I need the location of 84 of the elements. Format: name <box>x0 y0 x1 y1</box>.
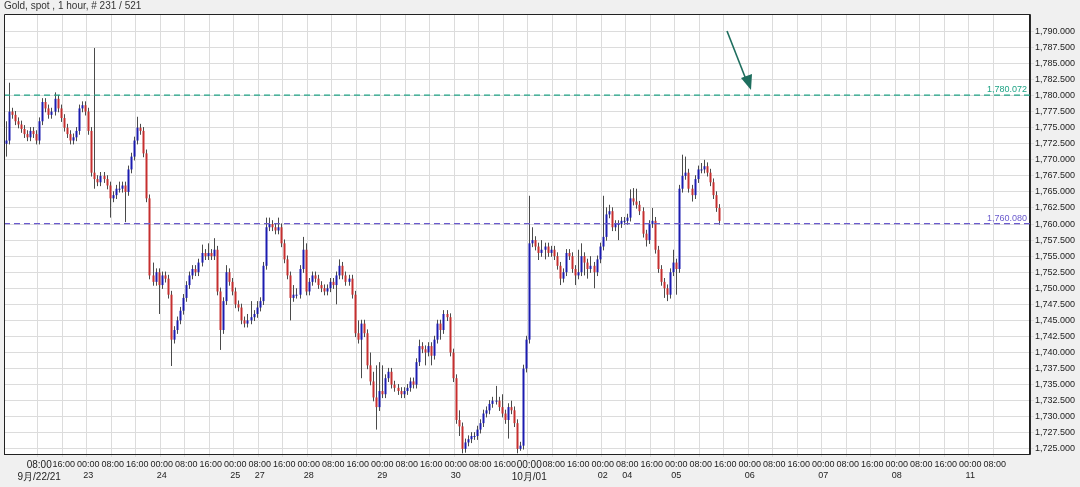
x-tick-label: 08:00 <box>909 458 933 469</box>
x-tick-label: 00:00 05 <box>664 458 688 480</box>
x-tick-label: 16:00 <box>199 458 222 469</box>
x-tick-label: 16:00 <box>52 458 75 469</box>
x-tick-label: 08:00 <box>983 458 1007 469</box>
y-tick-label: 1,737.500 <box>1034 363 1076 374</box>
y-tick-label: 1,787.500 <box>1034 41 1076 52</box>
x-tick-label: 08:00 <box>468 458 492 469</box>
x-tick-label: 00:00 08 <box>885 458 909 480</box>
y-tick-label: 1,727.500 <box>1034 427 1076 438</box>
x-tick-label: 08:00 04 <box>615 458 639 480</box>
y-tick-label: 1,745.000 <box>1034 314 1076 325</box>
x-tick-label: 16:00 <box>125 458 149 469</box>
y-tick-label: 1,772.500 <box>1034 138 1076 149</box>
y-tick-label: 1,747.500 <box>1034 298 1076 309</box>
x-tick-label: 00:00 25 <box>223 458 247 480</box>
y-tick-label: 1,732.500 <box>1034 395 1076 406</box>
candlestick <box>442 309 445 335</box>
y-tick-label: 1,780.000 <box>1034 90 1076 101</box>
y-tick-label: 1,742.500 <box>1034 330 1076 341</box>
y-tick-label: 1,755.000 <box>1034 250 1076 261</box>
ref-line-label: 1,780.072 <box>986 84 1027 95</box>
y-tick-label: 1,777.500 <box>1034 106 1076 117</box>
x-tick-label: 16:00 <box>860 458 884 469</box>
y-tick-label: 1,790.000 <box>1034 25 1076 36</box>
candlestick <box>495 385 498 406</box>
x-tick-label: 16:00 <box>640 458 663 469</box>
candlestick <box>580 242 583 277</box>
x-tick-label: 00:00 11 <box>958 458 982 480</box>
x-tick-label: 00:00 07 <box>811 458 835 480</box>
candlestick <box>675 258 678 296</box>
y-tick-label: 1,785.000 <box>1034 57 1076 68</box>
y-tick-label: 1,757.500 <box>1034 234 1076 245</box>
x-tick-label: 16:00 <box>493 458 516 469</box>
y-tick-label: 1,762.500 <box>1034 202 1076 213</box>
y-tick-label: 1,767.500 <box>1034 170 1076 181</box>
x-tick-label: 08:00 <box>321 458 345 469</box>
y-tick-label: 1,775.000 <box>1034 122 1076 133</box>
x-tick-label: 16:00 <box>346 458 369 469</box>
y-tick-label: 1,765.000 <box>1034 186 1076 197</box>
x-tick-label: 08:00 <box>174 458 198 469</box>
y-tick-label: 1,770.000 <box>1034 154 1076 165</box>
chart-title: Gold, spot , 1 hour, # 231 / 521 <box>4 0 142 11</box>
x-tick-label: 16:00 <box>272 458 296 469</box>
x-tick-label: 00:00 06 <box>738 458 761 480</box>
x-tick-label: 16:00 <box>713 458 737 469</box>
candlestick <box>375 364 378 431</box>
x-tick-label: 08:00 27 <box>248 458 271 480</box>
candlestick <box>78 104 81 136</box>
x-tick-label: 16:00 <box>566 458 590 469</box>
x-tick-label: 08:00 <box>836 458 859 469</box>
x-tick-label: 08:00 <box>689 458 712 469</box>
x-tick-label: 00:00 30 <box>444 458 467 480</box>
y-tick-label: 1,740.000 <box>1034 347 1076 357</box>
y-tick-label: 1,782.500 <box>1034 74 1076 84</box>
x-tick-label: 00:00 23 <box>76 458 100 480</box>
x-tick-label: 00:00 02 <box>591 458 614 480</box>
candlestick <box>424 344 427 366</box>
ref-line-label: 1,760.080 <box>986 212 1027 223</box>
y-tick-label: 1,750.000 <box>1034 282 1076 293</box>
y-tick-label: 1,730.000 <box>1034 411 1076 422</box>
candlestick <box>586 258 589 280</box>
x-tick-label: 00:00 29 <box>370 458 394 480</box>
x-tick-label: 08:00 <box>762 458 786 469</box>
x-tick-label: 00:00 28 <box>297 458 320 480</box>
candlestick <box>687 168 690 194</box>
x-tick-label: 16:00 <box>934 458 958 469</box>
x-tick-label: 00:00 24 <box>150 458 173 480</box>
candlestick <box>439 319 442 341</box>
x-tick-label: 08:00 <box>395 458 418 469</box>
x-tick-label: 08:00 <box>542 458 565 469</box>
y-tick-label: 1,752.500 <box>1034 266 1076 277</box>
candlestick <box>381 364 384 399</box>
candlestick <box>295 287 298 300</box>
candlestick <box>593 261 596 289</box>
candlestick <box>583 251 586 276</box>
y-tick-label: 1,735.000 <box>1034 379 1076 390</box>
y-tick-label: 1,760.000 <box>1034 218 1076 229</box>
y-tick-label: 1,725.000 <box>1034 443 1076 454</box>
candlestick <box>240 303 243 325</box>
candlestick <box>378 361 381 412</box>
x-tick-label: 16:00 <box>419 458 443 469</box>
x-tick-label: 08:00 <box>101 458 124 469</box>
x-tick-label: 16:00 <box>787 458 810 469</box>
